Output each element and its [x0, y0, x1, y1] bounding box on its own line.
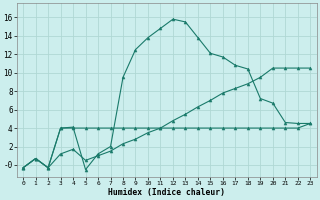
- X-axis label: Humidex (Indice chaleur): Humidex (Indice chaleur): [108, 188, 225, 197]
